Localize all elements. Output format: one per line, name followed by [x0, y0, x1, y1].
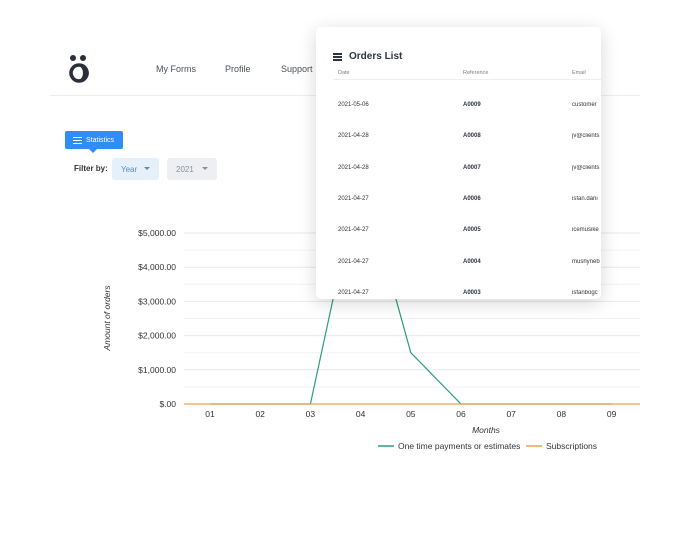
order-reference: A0006 [463, 195, 481, 202]
nav-profile[interactable]: Profile [225, 64, 251, 74]
x-tick-label: 07 [506, 409, 516, 419]
order-date: 2021-04-27 [338, 258, 369, 265]
order-row[interactable]: 2021-04-27 A0004 mushyneb [316, 259, 601, 273]
y-tick-label: $1,000.00 [138, 365, 176, 375]
y-tick-label: $2,000.00 [138, 331, 176, 341]
order-email: customer [572, 102, 597, 108]
nav-support[interactable]: Support [281, 64, 313, 74]
legend-label: Subscriptions [546, 441, 597, 451]
statistics-button[interactable]: Statistics [65, 131, 123, 153]
order-date: 2021-04-27 [338, 195, 369, 202]
order-email: mushyneb [572, 258, 600, 265]
filter-by-label: Filter by: [74, 164, 108, 173]
period-value: Year [121, 164, 138, 174]
order-row[interactable]: 2021-04-27 A0005 icemusike [316, 227, 601, 241]
x-tick-label: 06 [456, 409, 466, 419]
order-row[interactable]: 2021-04-27 A0003 isfanbogc [316, 290, 601, 299]
order-date: 2021-05-06 [338, 102, 369, 108]
order-date: 2021-04-28 [338, 133, 369, 140]
orders-list-title-text: Orders List [349, 51, 403, 62]
order-reference: A0008 [463, 133, 481, 140]
header-divider [333, 79, 601, 80]
statistics-label: Statistics [86, 136, 115, 144]
order-email: jv@clients [572, 164, 600, 171]
y-tick-label: $.00 [159, 399, 176, 409]
year-value: 2021 [176, 164, 194, 174]
list-icon [333, 52, 343, 61]
orders-list-title: Orders List [333, 51, 402, 62]
order-row[interactable]: 2021-04-27 A0006 isfan.dani [316, 196, 601, 210]
legend-label: One time payments or estimates [398, 441, 520, 451]
order-reference: A0007 [463, 164, 481, 171]
list-icon [73, 136, 82, 144]
order-reference: A0009 [463, 102, 481, 108]
order-date: 2021-04-27 [338, 289, 369, 296]
x-tick-label: 05 [406, 409, 416, 419]
app-logo[interactable] [66, 54, 92, 84]
x-tick-label: 04 [356, 409, 366, 419]
period-select[interactable]: Year [112, 158, 159, 180]
col-header-reference: Reference [463, 70, 489, 76]
x-tick-label: 01 [205, 409, 215, 419]
y-tick-label: $5,000.00 [138, 228, 176, 238]
x-tick-label: 02 [255, 409, 265, 419]
y-axis-label: Amount of orders [102, 285, 112, 352]
col-header-email: Email [572, 70, 586, 76]
order-email: isfan.dani [572, 195, 598, 202]
x-axis-label: Months [472, 425, 501, 435]
order-row[interactable]: 2021-05-06 A0009 customer [316, 102, 601, 116]
year-select[interactable]: 2021 [167, 158, 217, 180]
order-email: isfanbogc [572, 289, 598, 296]
x-tick-label: 03 [306, 409, 316, 419]
order-email: jv@clients [572, 133, 600, 140]
chevron-down-icon [144, 167, 150, 170]
order-date: 2021-04-27 [338, 227, 369, 234]
order-email: icemusike [572, 227, 599, 234]
y-tick-label: $4,000.00 [138, 262, 176, 272]
x-tick-label: 09 [607, 409, 617, 419]
order-date: 2021-04-28 [338, 164, 369, 171]
order-reference: A0003 [463, 289, 481, 296]
order-row[interactable]: 2021-04-28 A0007 jv@clients [316, 165, 601, 179]
nav-my-forms[interactable]: My Forms [156, 64, 196, 74]
x-tick-label: 08 [557, 409, 567, 419]
chevron-down-icon [202, 167, 208, 170]
order-reference: A0005 [463, 227, 481, 234]
col-header-date: Date [338, 70, 350, 76]
order-row[interactable]: 2021-04-28 A0008 jv@clients [316, 133, 601, 147]
y-tick-label: $3,000.00 [138, 296, 176, 306]
order-reference: A0004 [463, 258, 481, 265]
orders-list-popup: Orders List Date Reference Email 2021-05… [316, 27, 601, 299]
